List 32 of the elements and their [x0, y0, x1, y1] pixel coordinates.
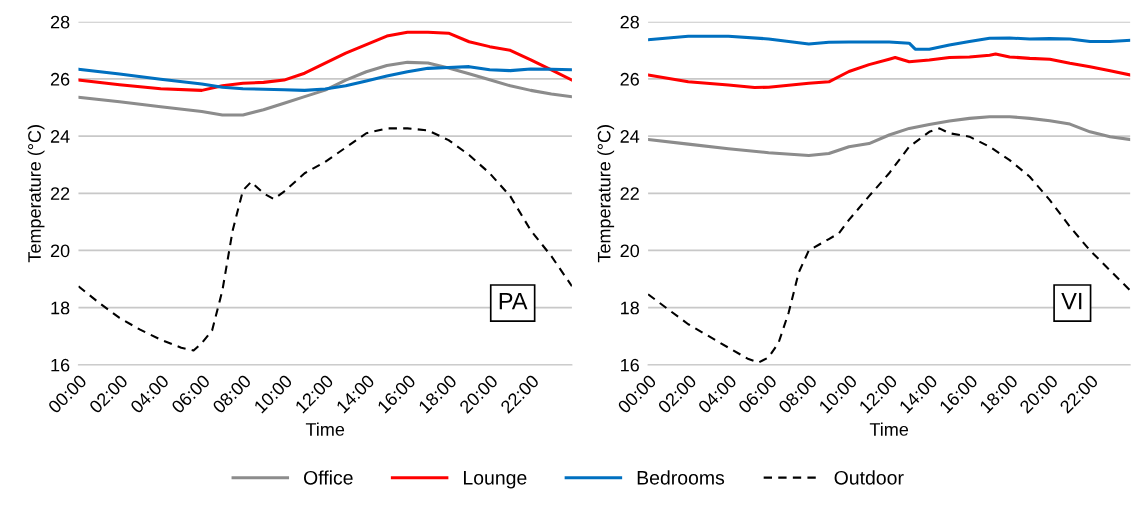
line-series — [78, 30, 572, 92]
x-axis-title: Time — [305, 422, 345, 436]
y-tick-label: 24 — [620, 130, 640, 143]
y-tick-label: 22 — [620, 187, 639, 200]
y-tick-label: 28 — [620, 15, 639, 29]
legend-label: Office — [303, 470, 353, 485]
y-tick-label: 16 — [621, 358, 639, 372]
y-tick-label: 20 — [50, 244, 70, 258]
y-tick-label: 26 — [620, 72, 639, 86]
line-series — [78, 60, 572, 117]
line-series — [78, 127, 572, 352]
annotation: PA — [499, 292, 528, 310]
line-series — [648, 127, 1131, 364]
legend-label: Lounge — [464, 471, 527, 489]
y-tick-label: 28 — [50, 15, 70, 29]
annotation: VI — [1061, 292, 1082, 310]
legend-label: Bedrooms — [637, 470, 725, 485]
y-tick-label: 26 — [50, 72, 70, 86]
x-axis-title: Time — [869, 422, 909, 436]
legend-label: Outdoor — [834, 470, 904, 485]
y-tick-label: 24 — [50, 130, 70, 143]
line-series — [648, 115, 1131, 158]
y-axis-title: Temperature (°C) — [597, 125, 615, 263]
y-tick-label: 18 — [51, 301, 70, 315]
y-tick-label: 18 — [621, 301, 639, 315]
y-tick-label: 20 — [620, 244, 640, 258]
y-axis-title: Temperature (°C) — [27, 125, 45, 263]
line-series — [78, 65, 572, 92]
line-series — [648, 34, 1131, 51]
y-tick-label: 22 — [50, 187, 70, 200]
line-series — [648, 52, 1131, 90]
y-tick-label: 16 — [51, 358, 70, 372]
